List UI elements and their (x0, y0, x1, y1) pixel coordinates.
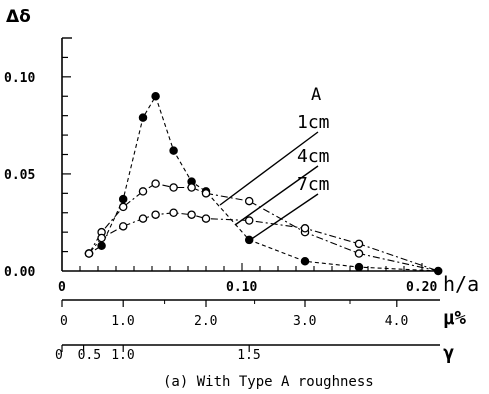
legend-leader-4cm (234, 165, 319, 226)
data-point-7cm (97, 233, 106, 243)
legend-leader-1cm (219, 131, 319, 206)
secondary-axes: 0 1.0 2.0 3.0 4.0 μ% 0 0.5 1.0 1.5 γ (55, 299, 466, 364)
data-point-4cm (138, 187, 148, 196)
data-point-4cm (187, 183, 196, 192)
legend-label-7cm: 7cm (297, 174, 330, 195)
data-point-7cm (201, 214, 211, 223)
data-point-7cm (169, 208, 178, 217)
secondary-axis-tick-label: 1.0 (111, 348, 134, 363)
data-point-7cm (187, 210, 196, 219)
data-point-4cm (118, 202, 128, 212)
legend: A 1cm 4cm 7cm (219, 85, 330, 241)
data-point-1cm (354, 262, 364, 272)
x-tick-label: 0 (58, 280, 66, 295)
axes: Δδ 0.00 0.05 0.10 0 0.10 0.20 h/a (4, 7, 479, 296)
series-markers (84, 92, 443, 276)
y-tick-label: 0.00 (4, 265, 35, 280)
data-point-1cm (118, 194, 128, 204)
data-point-1cm (300, 257, 310, 266)
secondary-axis-tick-label: 1.0 (111, 314, 134, 329)
series-line-4cm (88, 183, 439, 272)
data-point-4cm (151, 179, 160, 188)
legend-label-1cm: 1cm (297, 112, 330, 133)
data-point-1cm (433, 266, 443, 276)
legend-title: A (311, 85, 321, 105)
data-point-7cm (151, 210, 160, 219)
data-point-7cm (354, 239, 364, 249)
series-lines (88, 94, 439, 272)
legend-leader-7cm (249, 193, 319, 241)
y-tick-label: 0.10 (4, 71, 35, 86)
secondary-axis-tick-label: 0 (55, 348, 63, 363)
secondary-axis-tick-label: 2.0 (194, 314, 217, 329)
data-point-7cm (300, 224, 310, 233)
data-point-1cm (151, 92, 160, 101)
x-tick-label: 0.10 (226, 280, 257, 295)
secondary-axis-tick-label: 3.0 (293, 314, 316, 329)
data-point-7cm (244, 216, 254, 225)
data-point-7cm (118, 222, 128, 231)
x-tick-label: 0.20 (406, 280, 437, 295)
data-point-7cm (84, 249, 94, 258)
data-point-1cm (244, 235, 254, 245)
y-axis-label: Δδ (6, 7, 31, 27)
series-line-1cm (88, 94, 439, 272)
secondary-axis-tick-label: 0 (60, 314, 68, 329)
legend-label-4cm: 4cm (297, 146, 330, 167)
data-point-4cm (244, 196, 254, 206)
y-tick-label: 0.05 (4, 168, 35, 183)
secondary-axis-tick-label: 4.0 (385, 314, 408, 329)
data-point-1cm (169, 146, 178, 155)
secondary-axis-tick-label: 0.5 (78, 348, 101, 363)
secondary-axis-label: γ (443, 342, 454, 364)
data-point-4cm (354, 249, 364, 258)
data-point-4cm (169, 183, 178, 192)
data-point-1cm (97, 241, 106, 251)
data-point-4cm (201, 189, 211, 198)
data-point-7cm (138, 214, 148, 223)
data-point-1cm (138, 113, 148, 122)
secondary-axis-tick-label: 1.5 (237, 348, 260, 363)
x-axis-label: h/a (443, 272, 479, 296)
caption: (a) With Type A roughness (163, 374, 374, 390)
secondary-axis-label: μ% (443, 307, 466, 329)
